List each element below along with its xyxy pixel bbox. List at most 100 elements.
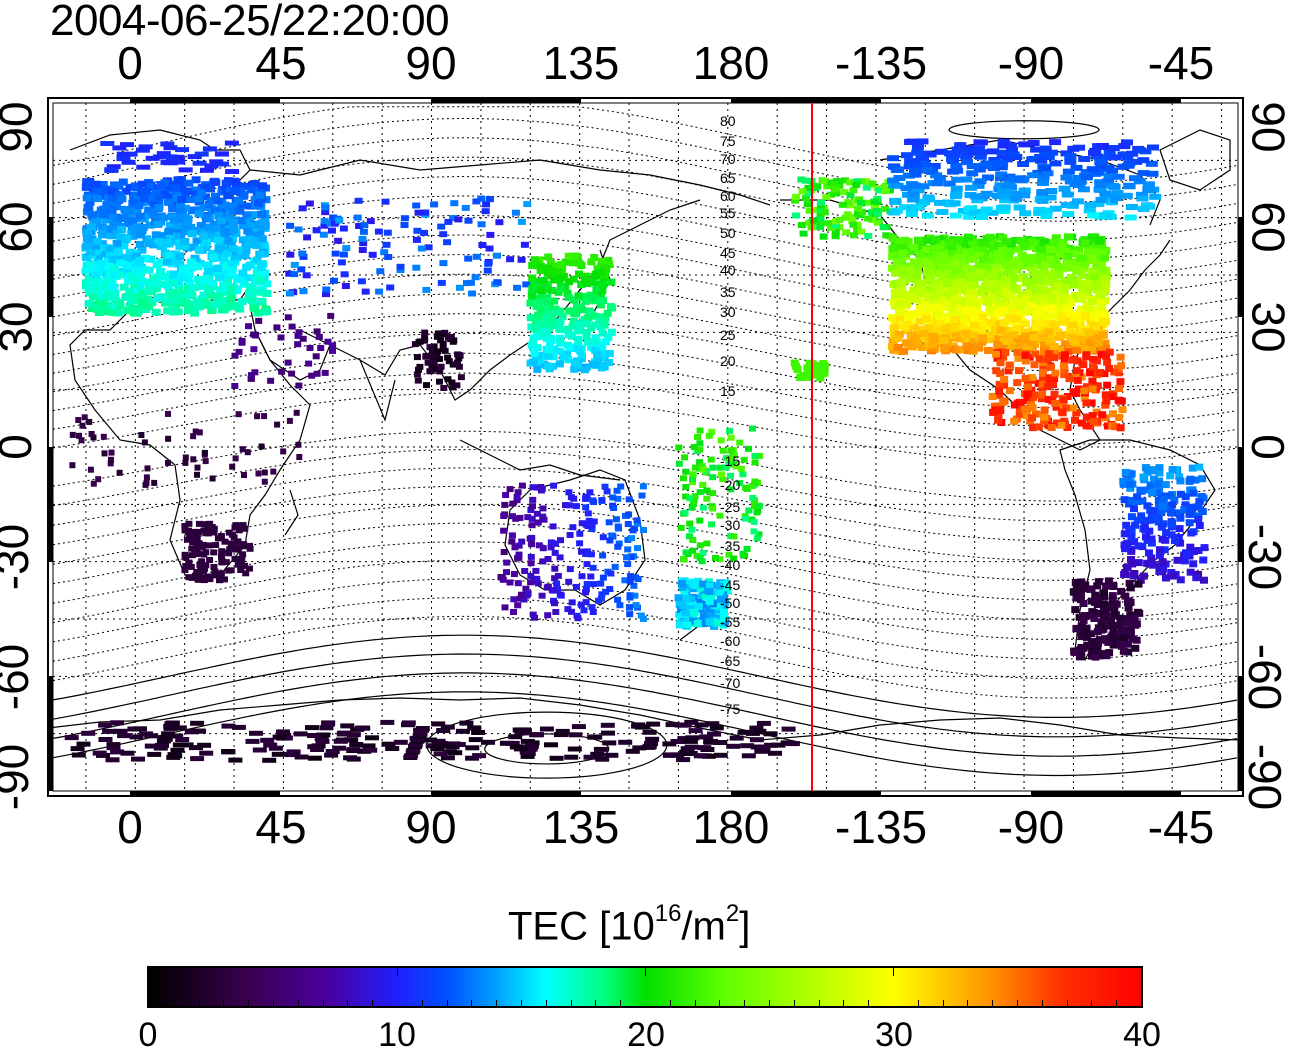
tec-cell [985,233,995,241]
tec-cell [813,183,822,190]
bottom-x-tick: -135 [834,801,928,853]
tec-cell [217,188,227,196]
tec-cell [132,208,142,216]
tec-cell [315,738,330,744]
tec-cell [510,571,518,577]
tec-cell [1052,304,1062,312]
tec-cell [1136,576,1145,584]
tec-cell [139,215,149,223]
graticule [53,103,1238,791]
tec-cell [538,329,547,337]
tec-cell [167,752,182,758]
tec-cell [924,342,934,350]
tec-cell [1074,251,1084,259]
tec-cell [126,248,136,256]
tec-cell [561,283,570,291]
tec-cell [887,163,900,170]
tec-cell [892,322,902,330]
tec-cell [884,179,893,186]
tec-cell [193,534,201,541]
tec-cell [1073,144,1086,151]
tec-cell [888,314,898,322]
tec-cell [911,271,921,279]
tec-cell [223,263,233,271]
tec-cell [204,573,212,580]
tec-cell [215,264,225,272]
tec-cell [260,221,270,229]
tec-cell [577,281,586,289]
tec-cell [573,294,582,302]
tec-cell [948,328,958,336]
tec-cell [816,207,825,214]
tec-cell [1062,258,1072,266]
tec-cell [169,270,179,278]
tec-cell [1167,518,1176,526]
tec-cell [556,336,565,344]
tec-cell [1018,342,1028,350]
tec-cell [633,517,641,524]
tec-cell [550,597,557,604]
tec-cell [1126,626,1134,634]
tec-cell [928,304,938,312]
tec-cell [1067,145,1080,152]
magnetic-contour [52,597,1238,679]
tec-cell [1087,233,1097,241]
tec-cell [696,555,704,561]
tec-cell [575,346,584,354]
tec-cell [256,202,266,210]
tec-cell [187,230,197,238]
tec-cell [213,197,223,205]
tec-cell [1044,194,1057,201]
tec-cell [355,725,370,731]
magnetic-contour [52,293,1238,372]
tec-cell [1051,400,1060,407]
tec-cell [699,601,708,609]
tec-cell [1195,498,1204,506]
tec-cell [510,744,525,750]
tec-cell [727,472,734,479]
tec-cell [901,273,911,281]
tec-cell [1108,631,1117,639]
tec-cell [1045,337,1055,344]
tec-cell [699,481,707,488]
tec-cell [111,251,121,259]
tec-cell [1082,351,1091,359]
tec-cell [1146,482,1155,490]
tec-cell [693,605,702,613]
tec-cell [890,167,903,173]
tec-cell [995,387,1004,395]
colorbar [147,966,1143,1008]
tec-cell [1048,260,1058,268]
tec-cell [543,318,552,326]
tec-cell [576,540,584,547]
tec-cell [696,459,704,466]
tec-cell [166,157,180,163]
tec-cell [1003,333,1013,341]
tec-cell [532,303,541,310]
tec-cell [990,293,1000,301]
tec-cell [948,342,958,350]
tec-cell [706,602,715,610]
tec-cell [1043,254,1053,262]
tec-cell [105,266,114,274]
tec-cell [108,449,115,456]
colorbar-bracket: ] [739,904,751,949]
tec-cell [203,272,213,280]
tec-cell [1005,142,1018,149]
tec-cell [1112,600,1121,608]
tec-cell [962,342,972,350]
tec-cell [923,236,933,244]
tec-cell [938,328,948,335]
tec-cell [853,210,862,217]
tec-cell [253,230,263,237]
tec-cell [1121,154,1134,161]
tec-cell [573,327,582,335]
tec-cell [1008,274,1018,282]
right-y-tick: 30 [1242,301,1292,353]
tec-cell [216,218,226,226]
tec-cell [553,580,561,587]
tec-cell [740,743,755,749]
tec-cell [1015,411,1024,419]
tec-cell [136,305,146,313]
